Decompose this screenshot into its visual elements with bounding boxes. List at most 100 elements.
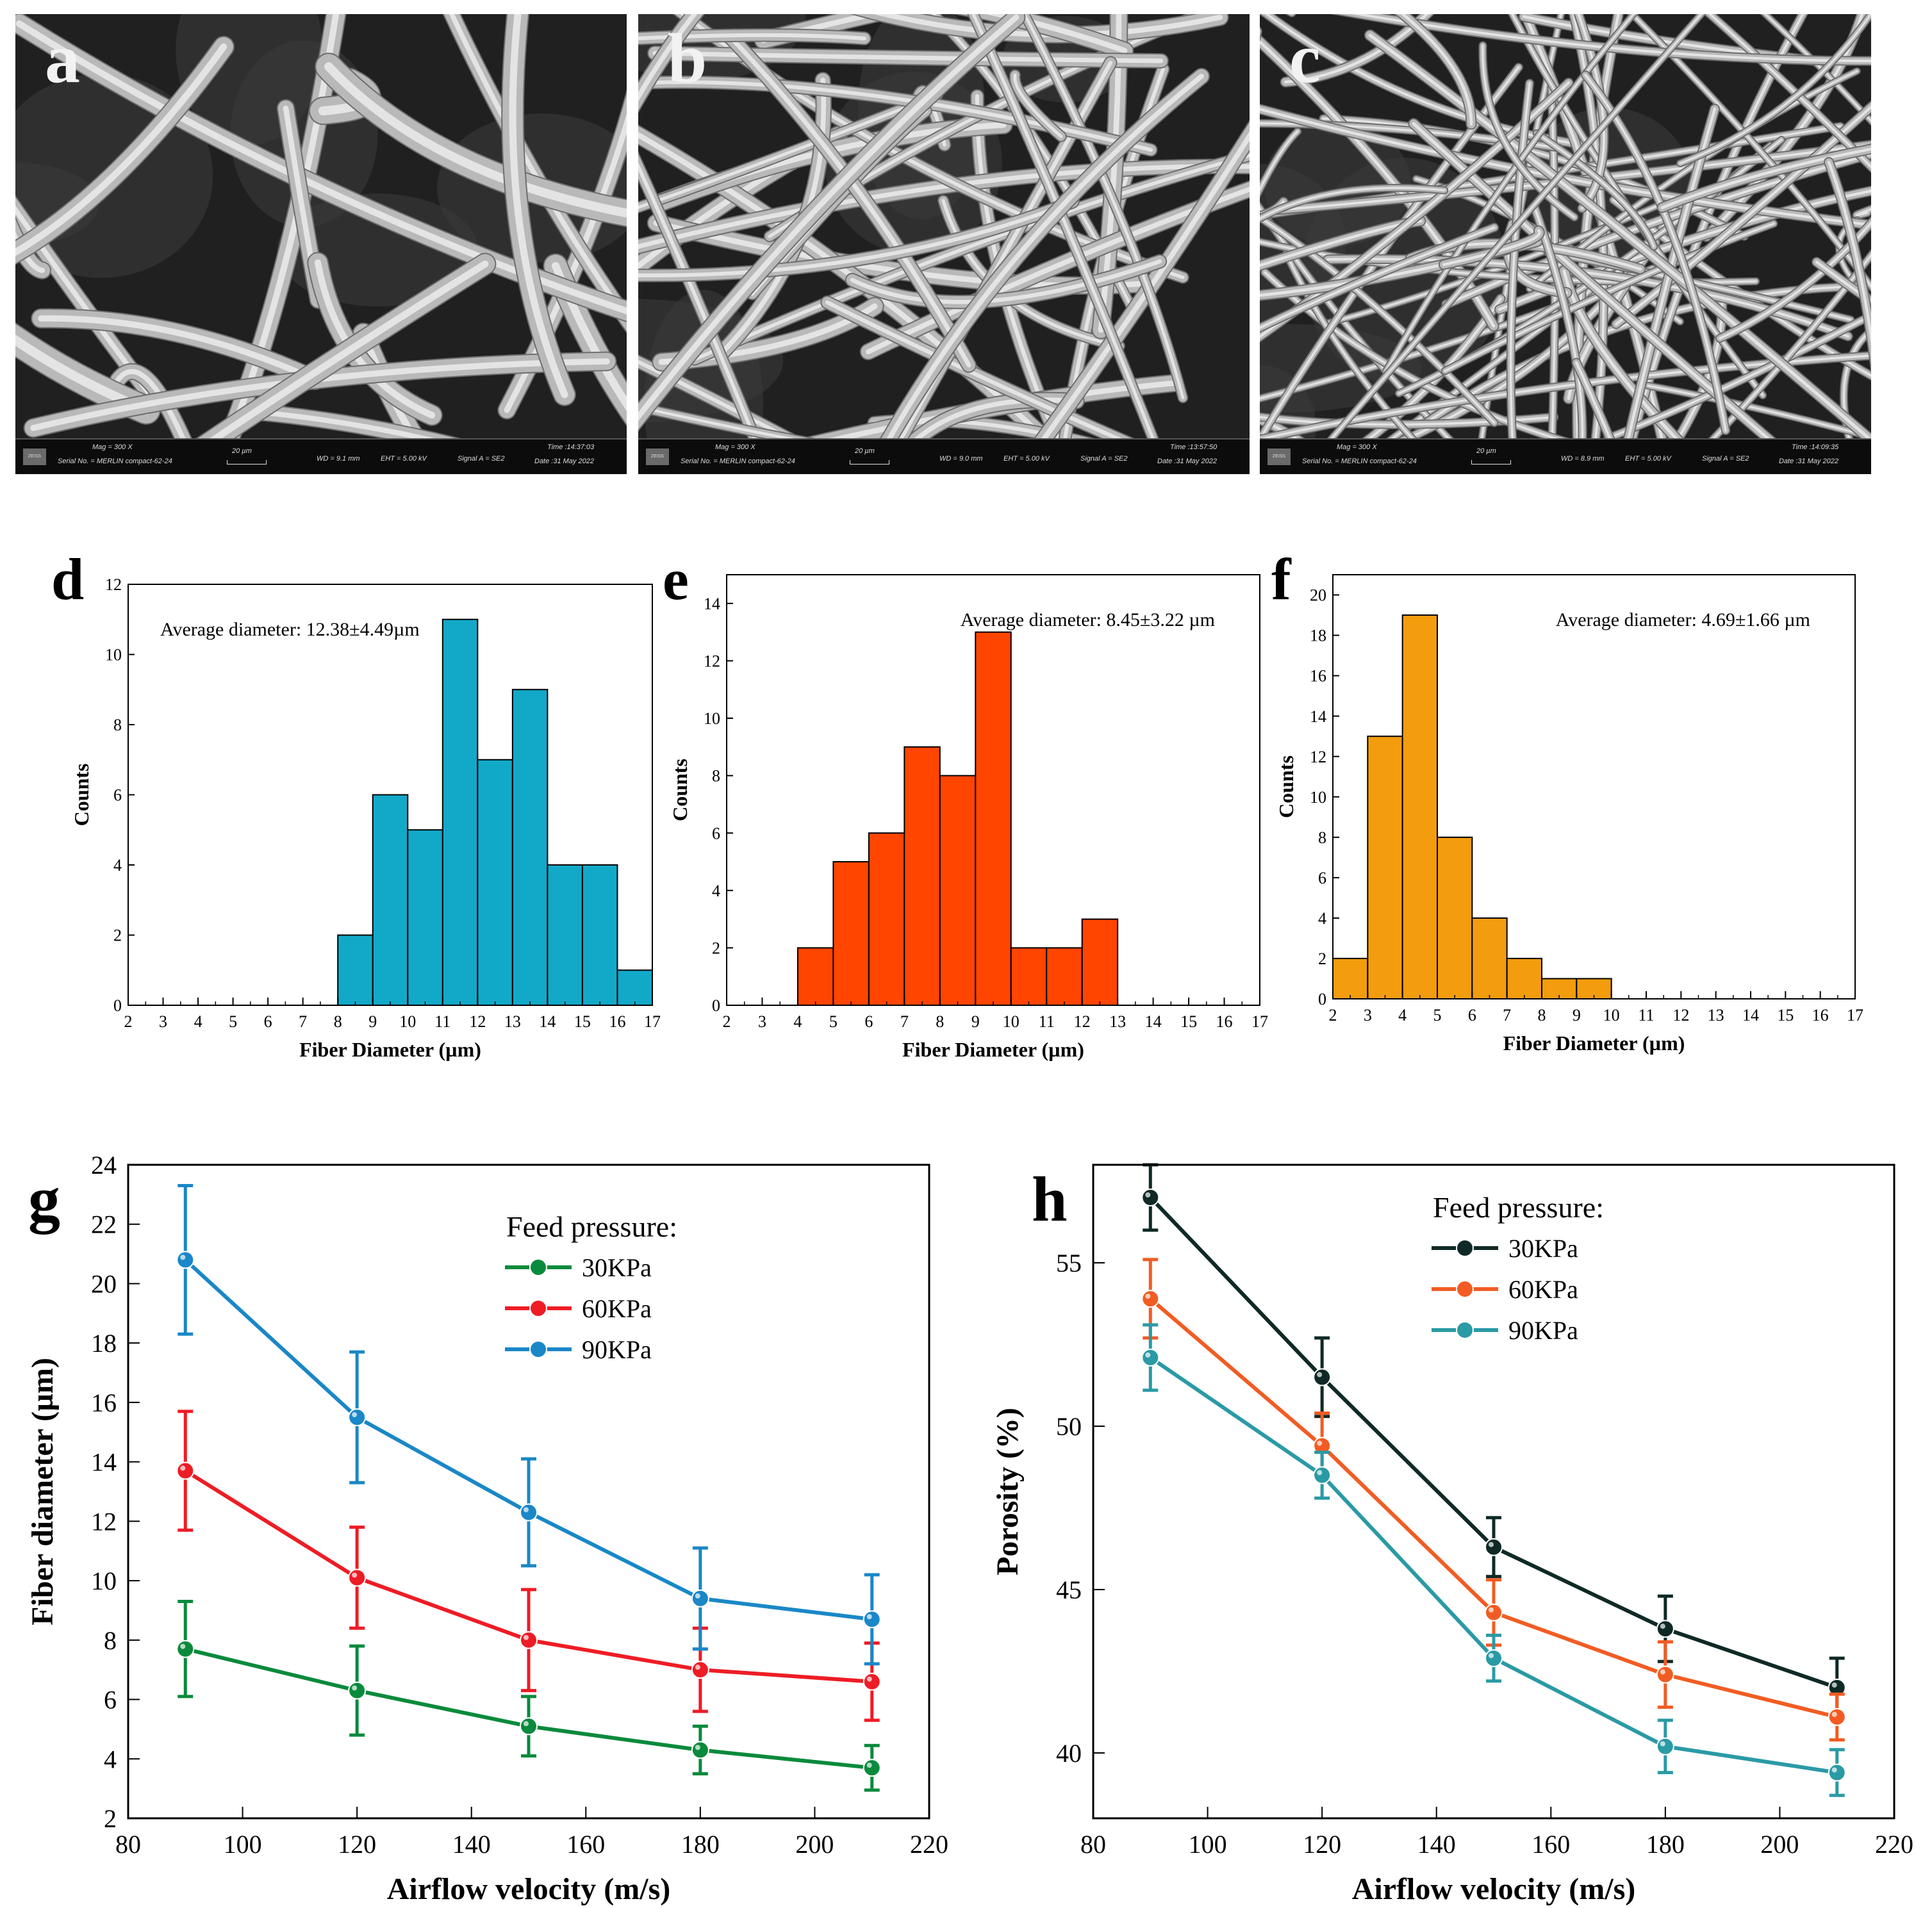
x-tick-label: 180 bbox=[1646, 1830, 1685, 1859]
sem-mag: Mag = 300 X bbox=[92, 443, 133, 451]
data-point bbox=[1485, 1603, 1503, 1622]
y-tick-label: 14 bbox=[704, 595, 720, 613]
x-tick-label: 220 bbox=[1875, 1830, 1913, 1859]
x-tick-label: 7 bbox=[299, 1012, 307, 1031]
x-tick-label: 12 bbox=[469, 1012, 486, 1031]
sem-fiber-highlight bbox=[15, 334, 151, 415]
annotation-average-diameter: Average diameter: 8.45±3.22 µm bbox=[961, 609, 1215, 630]
y-tick-label: 4 bbox=[113, 856, 122, 875]
data-point bbox=[1313, 1368, 1332, 1386]
histogram-bar bbox=[581, 864, 618, 1006]
legend-marker bbox=[1456, 1239, 1474, 1257]
y-tick-label: 18 bbox=[1310, 627, 1326, 645]
sem-fiber-highlight bbox=[1013, 73, 1063, 138]
sem-panel-c: c ZEISS Mag = 300 X Serial No. = MERLIN … bbox=[1260, 14, 1871, 474]
data-point bbox=[691, 1741, 709, 1759]
sem-fiber-highlight bbox=[648, 80, 1153, 152]
y-tick-label: 4 bbox=[104, 1745, 117, 1773]
sem-fiber-highlight bbox=[825, 300, 1125, 440]
sem-time: Time :14:09:35 bbox=[1792, 443, 1839, 451]
data-point-highlight bbox=[866, 1763, 872, 1768]
sem-fiber-highlight bbox=[1400, 14, 1473, 126]
sem-panel-a: a ZEISS Mag = 300 X Serial No. = MERLIN … bbox=[15, 14, 627, 474]
x-tick-label: 7 bbox=[1503, 1006, 1511, 1024]
histogram-bar bbox=[904, 746, 941, 1007]
y-axis-label: Counts bbox=[70, 764, 93, 827]
data-point-highlight bbox=[866, 1614, 872, 1620]
data-point-highlight bbox=[180, 1254, 186, 1260]
data-point-highlight bbox=[180, 1643, 186, 1649]
sem-panel-b: b ZEISS Mag = 300 X Serial No. = MERLIN … bbox=[638, 14, 1250, 474]
y-tick-label: 50 bbox=[1056, 1412, 1082, 1441]
legend-marker bbox=[1456, 1321, 1474, 1339]
x-axis-label: Fiber Diameter (µm) bbox=[299, 1038, 481, 1061]
data-point-highlight bbox=[1489, 1542, 1494, 1547]
x-tick-label: 6 bbox=[264, 1012, 272, 1031]
sem-fiber-highlight bbox=[1444, 222, 1775, 372]
sem-fiber-highlight bbox=[638, 93, 939, 210]
x-tick-label: 13 bbox=[1109, 1012, 1126, 1031]
y-tick-label: 12 bbox=[1310, 748, 1326, 766]
y-tick-label: 2 bbox=[113, 926, 122, 945]
y-tick-label: 16 bbox=[91, 1388, 117, 1417]
histogram-bar bbox=[337, 934, 374, 1006]
x-tick-label: 200 bbox=[1760, 1830, 1799, 1859]
y-tick-label: 0 bbox=[1318, 990, 1326, 1008]
histogram-bar bbox=[442, 618, 479, 1006]
sem-fiber-highlight bbox=[1260, 186, 1446, 220]
sem-fiber-highlight bbox=[638, 14, 1020, 422]
data-point bbox=[863, 1610, 881, 1629]
sem-info-bar: ZEISS Mag = 300 X Serial No. = MERLIN co… bbox=[1260, 438, 1871, 474]
x-tick-label: 5 bbox=[829, 1012, 838, 1031]
data-point bbox=[1141, 1348, 1160, 1367]
data-point-highlight bbox=[866, 1676, 872, 1682]
sem-fiber-highlight bbox=[1815, 260, 1871, 303]
x-tick-label: 8 bbox=[334, 1012, 342, 1031]
sem-eht: EHT = 5.00 kV bbox=[1003, 455, 1050, 463]
panel-letter: h bbox=[1032, 1164, 1068, 1235]
zeiss-logo: ZEISS bbox=[646, 448, 669, 465]
y-tick-label: 8 bbox=[712, 767, 720, 785]
x-tick-label: 7 bbox=[900, 1012, 909, 1031]
x-tick-label: 16 bbox=[1216, 1012, 1233, 1031]
sem-fiber-highlight bbox=[1412, 122, 1772, 440]
sem-fiber-highlight bbox=[1284, 14, 1429, 84]
data-point bbox=[1485, 1649, 1503, 1668]
y-tick-label: 20 bbox=[91, 1269, 117, 1298]
y-axis-label: Porosity (%) bbox=[991, 1408, 1025, 1575]
x-tick-label: 13 bbox=[504, 1012, 521, 1031]
histogram-bar bbox=[1010, 947, 1048, 1007]
sem-scale-label: 20 µm bbox=[1476, 447, 1496, 455]
legend-marker bbox=[1456, 1280, 1474, 1298]
panel-letter: c bbox=[1289, 19, 1321, 97]
y-tick-label: 16 bbox=[1310, 667, 1326, 686]
x-tick-label: 6 bbox=[864, 1012, 873, 1031]
sem-wd: WD = 9.0 mm bbox=[939, 455, 983, 463]
y-tick-label: 24 bbox=[91, 1151, 117, 1180]
histogram-bar bbox=[797, 947, 834, 1007]
zeiss-logo: ZEISS bbox=[1267, 448, 1291, 465]
data-point-highlight bbox=[1145, 1192, 1151, 1197]
sem-fiber-highlight bbox=[1606, 314, 1871, 440]
sem-fiber-highlight bbox=[1575, 361, 1612, 440]
data-point-highlight bbox=[1317, 1440, 1323, 1446]
data-point bbox=[691, 1661, 709, 1679]
x-tick-label: 10 bbox=[399, 1012, 416, 1031]
histogram-bar bbox=[407, 829, 443, 1006]
data-point-highlight bbox=[1145, 1352, 1151, 1358]
data-point-highlight bbox=[352, 1685, 358, 1691]
sem-info-bar: ZEISS Mag = 300 X Serial No. = MERLIN co… bbox=[638, 438, 1250, 474]
data-point-highlight bbox=[1317, 1470, 1323, 1476]
panel-letter: f bbox=[1271, 547, 1292, 612]
x-tick-label: 15 bbox=[1180, 1012, 1197, 1031]
sem-fiber-highlight bbox=[652, 51, 1164, 63]
x-tick-label: 10 bbox=[1003, 1012, 1020, 1031]
y-tick-label: 22 bbox=[91, 1210, 117, 1239]
y-tick-label: 2 bbox=[1318, 950, 1326, 968]
x-tick-label: 12 bbox=[1074, 1012, 1091, 1031]
x-tick-label: 14 bbox=[1742, 1006, 1759, 1024]
histogram-bar bbox=[616, 969, 654, 1006]
x-tick-label: 13 bbox=[1708, 1006, 1724, 1024]
sem-signal: Signal A = SE2 bbox=[1080, 455, 1128, 463]
sem-fiber-highlight bbox=[1040, 131, 1250, 440]
